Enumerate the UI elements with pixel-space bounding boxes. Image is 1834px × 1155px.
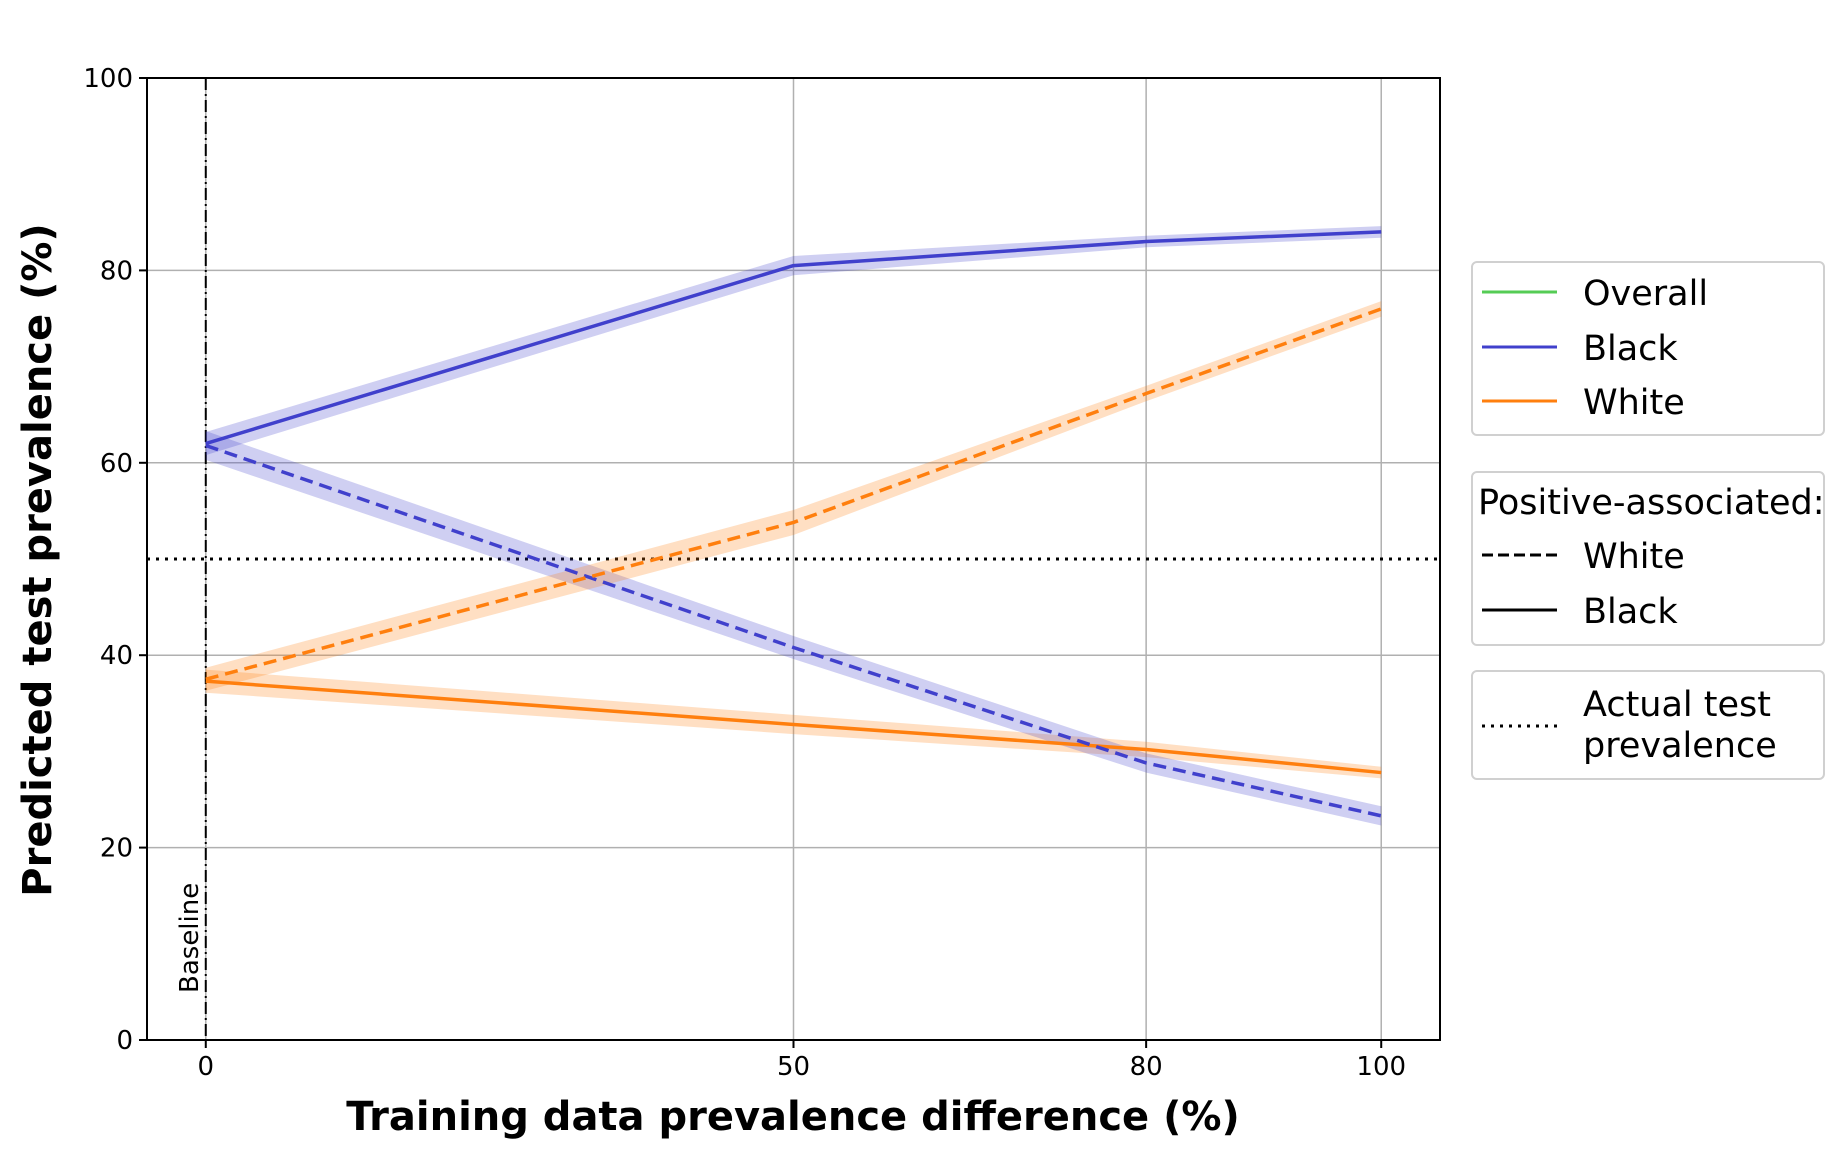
legend-actual-frame: [1471, 670, 1825, 780]
x-tick-label: 80: [1130, 1052, 1163, 1082]
axis-ticks: 0 50 80 100 0 20 40 60 80 100: [83, 64, 1406, 1082]
legend-actual: Actual test prevalence: [1471, 670, 1825, 780]
series-line-black-pos-white: [205, 443, 1382, 818]
series-line-white-pos-black: [205, 679, 1382, 775]
x-axis-title: Training data prevalence difference (%): [346, 1094, 1239, 1140]
series-line-black-pos-black: [205, 230, 1382, 446]
y-axis-title: Predicted test prevalence (%): [15, 223, 61, 896]
y-tick-label: 40: [100, 641, 133, 671]
band-black-pos-white: [205, 431, 1382, 826]
y-tick-label: 60: [100, 449, 133, 479]
x-tick-label: 50: [777, 1052, 810, 1082]
legend-positive: Positive-associated: White Black: [1471, 471, 1825, 646]
legend-label-actual-line2: prevalence: [1583, 726, 1777, 766]
legend-label-actual-line1: Actual test: [1583, 685, 1771, 725]
legend-positive-title: Positive-associated:: [1478, 483, 1825, 523]
x-tick-label: 0: [197, 1052, 214, 1082]
legend-label-positive-white: White: [1583, 537, 1685, 577]
legend-positive-frame: [1471, 471, 1825, 646]
reference-lines: [147, 78, 1440, 1040]
legend-label-white: White: [1583, 383, 1685, 423]
x-tick-label: 100: [1356, 1052, 1406, 1082]
y-tick-label: 0: [116, 1026, 133, 1056]
y-tick-label: 20: [100, 834, 133, 864]
legend-groups: Overall Black White: [1471, 261, 1825, 436]
legend-label-black: Black: [1583, 329, 1678, 369]
series-lines: [205, 230, 1382, 818]
legend-label-overall: Overall: [1583, 274, 1708, 314]
legend-label-positive-black: Black: [1583, 592, 1678, 632]
y-tick-label: 80: [100, 256, 133, 286]
band-black-pos-black: [205, 226, 1382, 456]
y-tick-label: 100: [83, 64, 133, 94]
series-line-white-pos-white: [205, 307, 1382, 681]
baseline-label: Baseline: [175, 883, 205, 993]
band-white-pos-white: [205, 301, 1382, 691]
legend-groups-frame: [1471, 261, 1825, 436]
